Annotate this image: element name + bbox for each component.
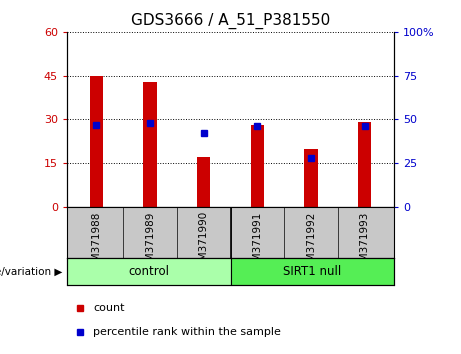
Bar	[358, 122, 372, 207]
Text: percentile rank within the sample: percentile rank within the sample	[93, 327, 281, 337]
Text: SIRT1 null: SIRT1 null	[283, 265, 342, 278]
Bar	[67, 258, 230, 285]
Title: GDS3666 / A_51_P381550: GDS3666 / A_51_P381550	[131, 13, 330, 29]
Bar	[89, 76, 103, 207]
Text: GSM371989: GSM371989	[145, 211, 155, 275]
Bar	[143, 81, 157, 207]
Bar	[197, 158, 210, 207]
Bar	[230, 258, 394, 285]
Text: genotype/variation ▶: genotype/variation ▶	[0, 267, 62, 277]
Text: GSM371992: GSM371992	[306, 211, 316, 275]
Text: GSM371991: GSM371991	[252, 211, 262, 275]
Text: GSM371993: GSM371993	[360, 211, 370, 275]
Text: count: count	[93, 303, 124, 313]
Bar	[251, 125, 264, 207]
Text: control: control	[128, 265, 169, 278]
Text: GSM371990: GSM371990	[199, 211, 209, 274]
Bar	[304, 149, 318, 207]
Text: GSM371988: GSM371988	[91, 211, 101, 275]
